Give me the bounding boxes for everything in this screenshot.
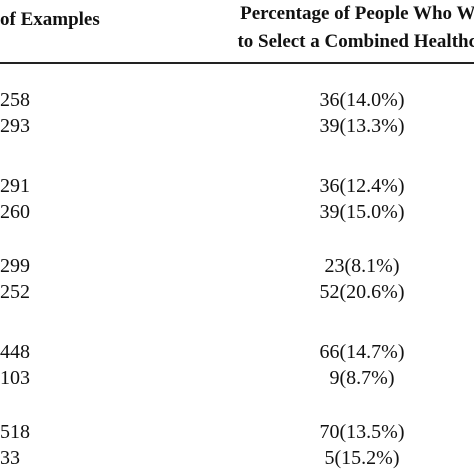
percentage-cell: 9(8.7%)	[329, 367, 395, 389]
percentage-cell: 52(20.6%)	[319, 281, 405, 303]
header-right: to Select a Combined Healthca	[237, 31, 474, 52]
examples-cell: 260	[0, 201, 30, 223]
percentage-cell: 66(14.7%)	[319, 341, 405, 363]
examples-cell: 518	[0, 421, 30, 443]
percentage-cell: 36(12.4%)	[319, 175, 405, 197]
percentage-cell: 36(14.0%)	[319, 89, 405, 111]
header-right: Percentage of People Who Wo	[240, 3, 474, 24]
examples-cell: 33	[0, 447, 20, 469]
percentage-cell: 5(15.2%)	[324, 447, 400, 469]
examples-cell: 258	[0, 89, 30, 111]
examples-cell: 293	[0, 115, 30, 137]
examples-cell: 252	[0, 281, 30, 303]
percentage-cell: 23(8.1%)	[324, 255, 400, 277]
examples-cell: 299	[0, 255, 30, 277]
header-rule	[0, 62, 474, 64]
examples-cell: 291	[0, 175, 30, 197]
percentage-cell: 39(13.3%)	[319, 115, 405, 137]
percentage-cell: 39(15.0%)	[319, 201, 405, 223]
header-left: of Examples	[0, 9, 100, 30]
examples-cell: 103	[0, 367, 30, 389]
examples-cell: 448	[0, 341, 30, 363]
percentage-cell: 70(13.5%)	[319, 421, 405, 443]
